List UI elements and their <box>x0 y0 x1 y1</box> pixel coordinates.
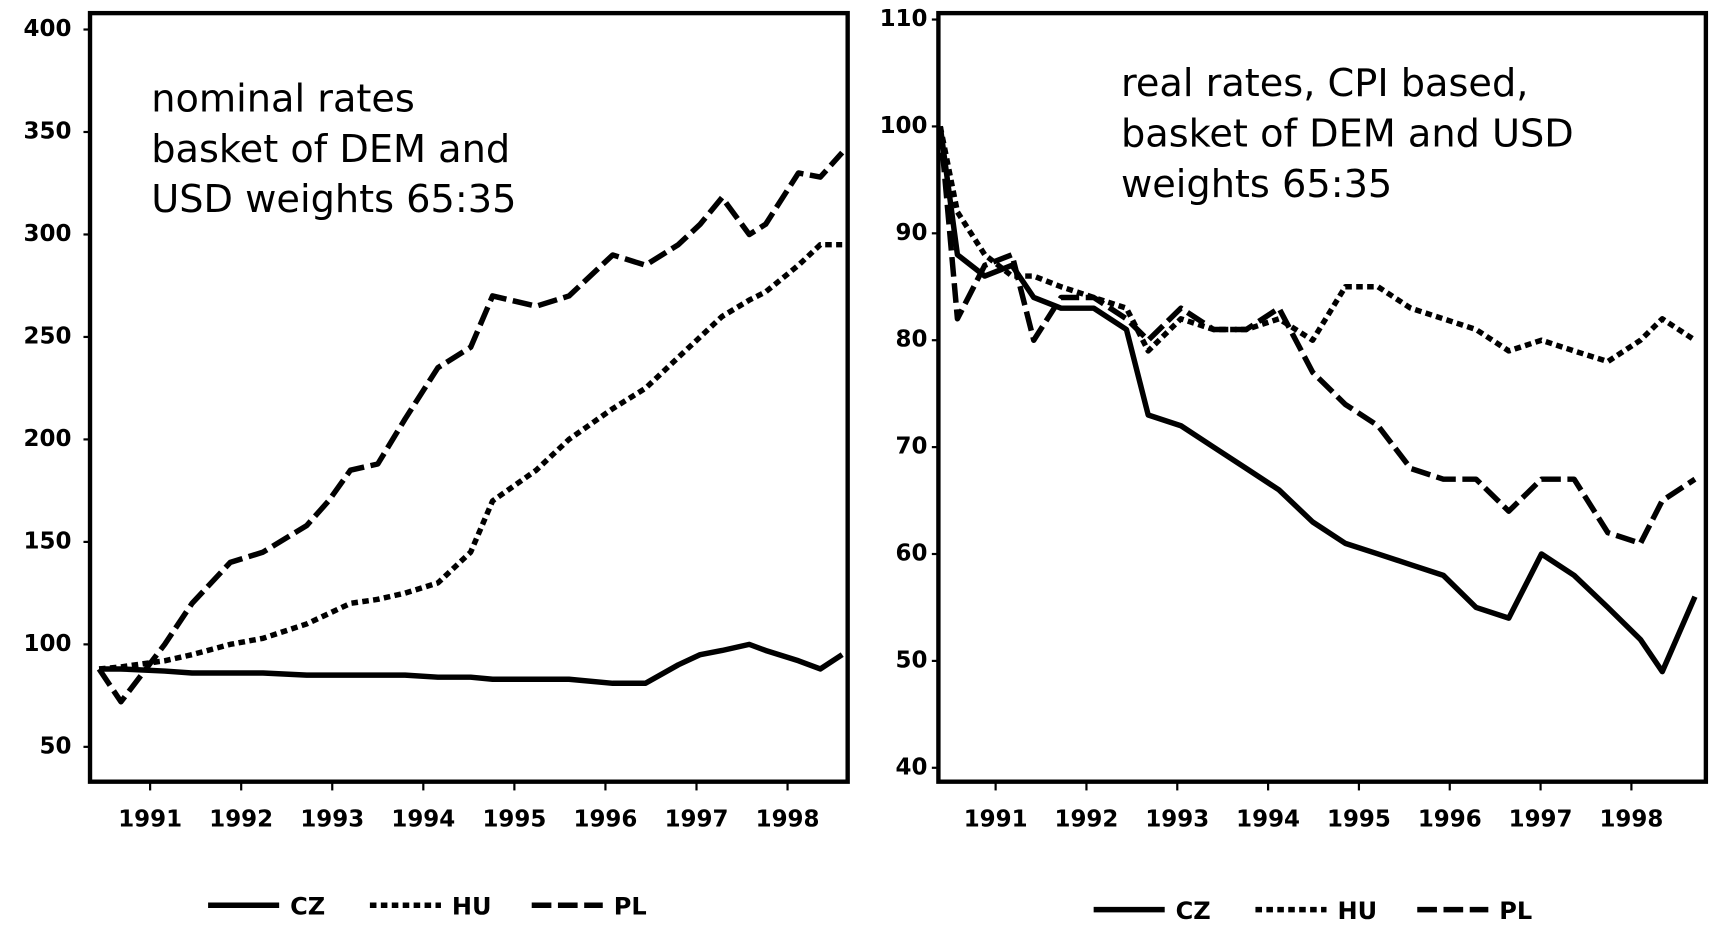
y-tick-label: 350 <box>24 118 72 144</box>
y-tick-label: 300 <box>24 221 72 247</box>
y-tick-label: 150 <box>24 528 72 554</box>
chart-annotation: basket of DEM and <box>151 127 510 172</box>
y-tick-label: 100 <box>880 113 928 139</box>
x-tick-label: 1994 <box>1236 806 1300 832</box>
x-tick-label: 1997 <box>665 806 729 832</box>
x-tick-label: 1992 <box>1055 806 1119 832</box>
y-tick-label: 70 <box>896 434 928 460</box>
plot-frame <box>936 10 1709 784</box>
legend-label: HU <box>452 892 492 920</box>
series-line <box>937 125 1697 365</box>
x-tick-label: 1991 <box>964 806 1028 832</box>
series-line <box>96 150 845 705</box>
legend-label: HU <box>1337 897 1377 925</box>
series-line <box>937 126 1698 675</box>
y-tick-label: 110 <box>880 6 928 32</box>
x-tick-label: 1998 <box>1599 806 1663 832</box>
x-tick-label: 1995 <box>482 806 546 832</box>
x-tick-label: 1993 <box>1145 806 1209 832</box>
x-tick-label: 1997 <box>1509 806 1573 832</box>
y-tick-label: 400 <box>24 16 72 42</box>
chart-annotation: basket of DEM and USD <box>1121 111 1574 156</box>
y-tick-label: 250 <box>24 323 72 349</box>
x-tick-label: 1996 <box>1418 806 1482 832</box>
x-tick-label: 1995 <box>1327 806 1391 832</box>
chart-annotation: real rates, CPI based, <box>1121 61 1528 106</box>
legend-label: CZ <box>290 892 325 920</box>
y-tick-label: 100 <box>24 631 72 657</box>
x-tick-label: 1994 <box>391 806 455 832</box>
x-tick-label: 1991 <box>118 806 182 832</box>
series-line <box>937 126 1697 547</box>
y-tick-label: 80 <box>896 327 928 353</box>
x-tick-label: 1993 <box>300 806 364 832</box>
y-tick-label: 50 <box>40 733 72 759</box>
x-tick-label: 1992 <box>209 806 273 832</box>
chart-annotation: nominal rates <box>151 77 415 122</box>
y-tick-label: 200 <box>24 426 72 452</box>
y-tick-label: 60 <box>896 541 928 567</box>
x-tick-label: 1996 <box>574 806 638 832</box>
series-line <box>98 241 843 672</box>
legend-label: CZ <box>1176 897 1211 925</box>
legend-label: PL <box>1499 897 1532 925</box>
y-tick-label: 40 <box>896 754 928 780</box>
chart-annotation: weights 65:35 <box>1121 162 1392 207</box>
plot-frame <box>87 10 850 784</box>
legend-label: PL <box>614 892 647 920</box>
series-line <box>99 641 844 687</box>
y-tick-label: 50 <box>896 647 928 673</box>
y-tick-label: 90 <box>896 220 928 246</box>
x-tick-label: 1998 <box>756 806 820 832</box>
chart-annotation: USD weights 65:35 <box>151 177 516 222</box>
